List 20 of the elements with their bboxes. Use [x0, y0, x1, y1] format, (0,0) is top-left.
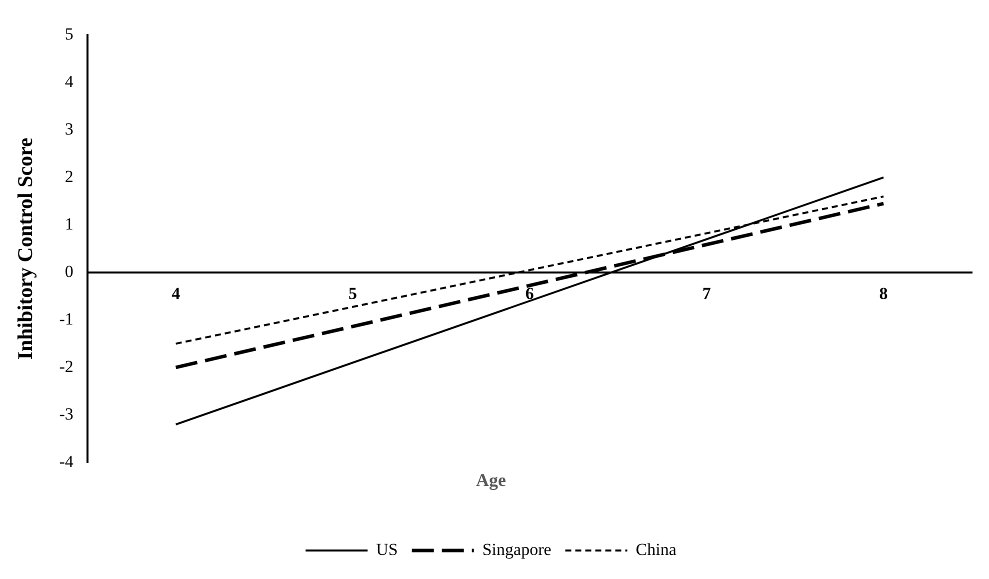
- y-tick-label: 3: [64, 119, 74, 138]
- x-axis-title: Age: [476, 470, 506, 490]
- y-tick-label: 0: [64, 262, 74, 281]
- y-tick-label: -3: [59, 404, 74, 424]
- y-tick-label: 5: [64, 24, 74, 44]
- y-tick-label: -1: [59, 309, 74, 328]
- y-tick-label: 2: [64, 166, 74, 186]
- x-tick-label: 5: [348, 284, 358, 304]
- x-tick-label: 4: [172, 284, 181, 304]
- y-tick-label: 1: [64, 214, 74, 234]
- y-tick-label: 4: [64, 72, 74, 91]
- x-tick-label: 6: [525, 284, 534, 304]
- y-axis-title: Inhibitory Control Score: [13, 138, 38, 360]
- y-tick-label: -2: [59, 356, 74, 376]
- x-tick-label: 8: [879, 284, 888, 304]
- legend-label: Singapore: [482, 540, 552, 559]
- legend-label: US: [376, 540, 398, 559]
- legend-label: China: [636, 540, 677, 559]
- x-tick-label: 7: [702, 284, 712, 304]
- y-tick-label: -4: [59, 452, 74, 471]
